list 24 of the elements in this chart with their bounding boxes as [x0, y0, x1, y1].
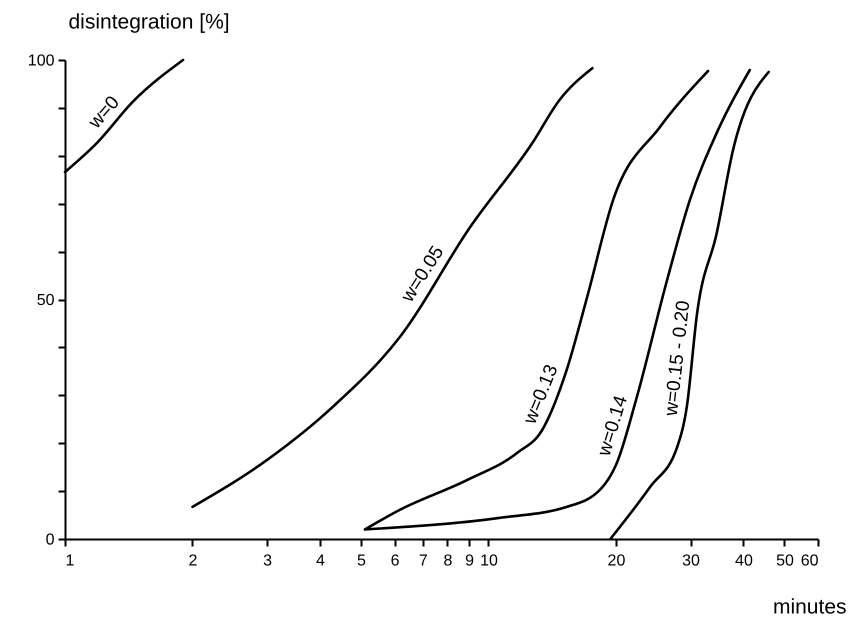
x-tick-label: 3 — [263, 552, 272, 570]
text: w=0.14 — [594, 392, 632, 460]
x-tick-label: 6 — [390, 552, 400, 570]
x-tick-label: 30 — [682, 552, 700, 570]
x-tick-label: 60 — [800, 552, 819, 570]
x-tick-label: 1 — [66, 552, 74, 570]
x-tick-label: 9 — [465, 552, 474, 570]
x-tick-label: 40 — [735, 552, 753, 570]
y-tick-label: 50 — [36, 292, 55, 309]
x-tick-label: 7 — [418, 552, 428, 570]
x-tick-label: 4 — [316, 552, 326, 570]
x-tick-label: 2 — [188, 552, 198, 570]
x-axis-title: minutes — [772, 596, 846, 617]
text: w=0.15 - 0.20 — [660, 300, 694, 418]
x-tick-label: 20 — [608, 552, 626, 570]
x-tick-label: 5 — [357, 552, 366, 570]
y-tick-label: 0 — [46, 532, 55, 548]
x-tick-label: 8 — [443, 552, 452, 570]
text: w=0.13 — [519, 362, 562, 428]
text: w=0 — [84, 92, 124, 134]
y-axis-title: disintegration [%] — [68, 10, 230, 34]
x-tick-label: 10 — [480, 552, 498, 570]
y-tick-label: 100 — [28, 52, 55, 70]
x-tick-label: 50 — [776, 552, 794, 570]
